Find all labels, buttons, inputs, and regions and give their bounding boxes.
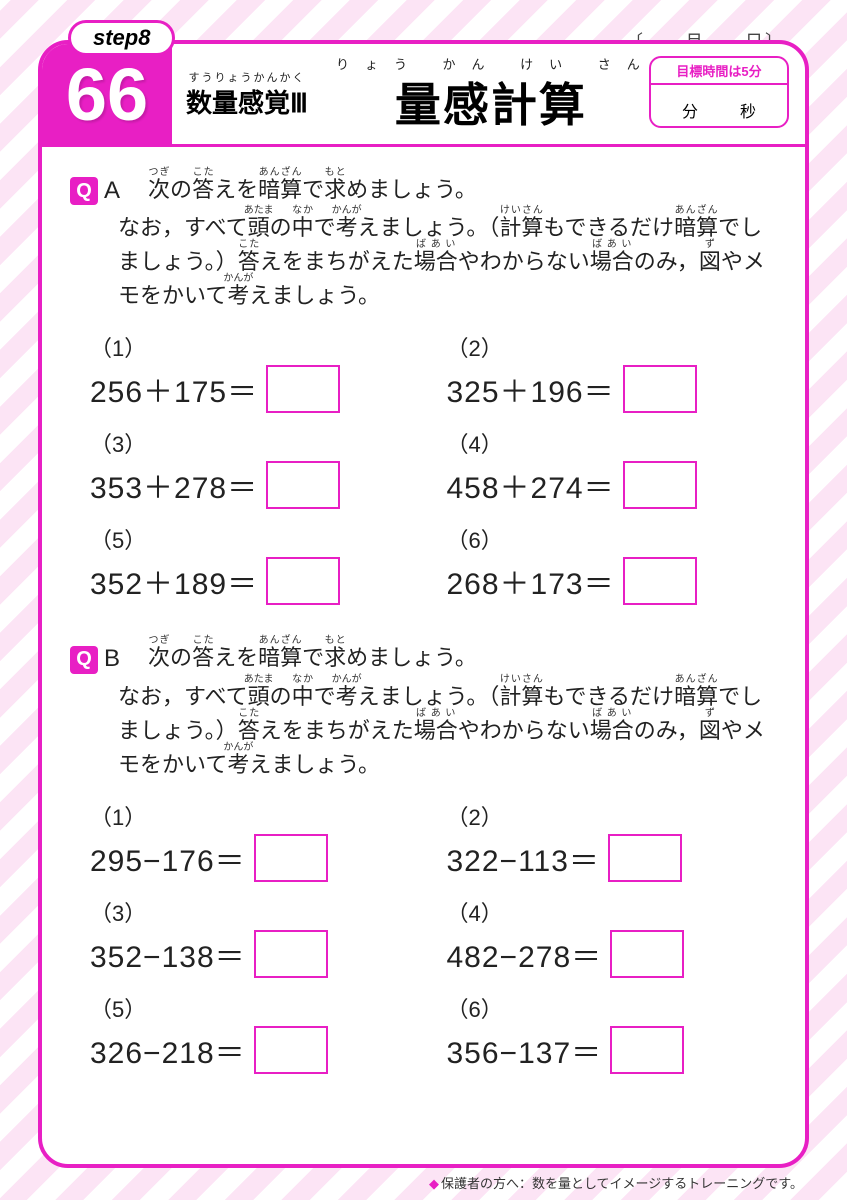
time-fill: 分 秒	[651, 85, 787, 126]
section-head: QA 次つぎの答こたえを暗算あんざんで求もとめましょう。	[70, 167, 777, 205]
problem: （1）295−176＝	[90, 800, 421, 882]
worksheet-box: 66 すうりょうかんかく 数量感覚Ⅲ りょう かん けい さん 量感計算 目標時…	[38, 40, 809, 1168]
subtitle: すうりょうかんかく 数量感覚Ⅲ	[186, 69, 308, 120]
answer-box[interactable]	[623, 557, 697, 605]
section-head: QB 次つぎの答こたえを暗算あんざんで求もとめましょう。	[70, 635, 777, 673]
problem: （3）352−138＝	[90, 896, 421, 978]
answer-box[interactable]	[254, 930, 328, 978]
problem-number: （4）	[447, 896, 778, 928]
step-tab: step8	[68, 20, 175, 56]
unit-min: 分	[682, 98, 698, 122]
problem: （3）353＋278＝	[90, 427, 421, 509]
problem: （6）268＋173＝	[447, 523, 778, 605]
problem: （1）256＋175＝	[90, 331, 421, 413]
problem-expression: 295−176＝	[90, 834, 421, 882]
problem-number: （1）	[90, 800, 421, 832]
instruction: なお，すべて頭あたまの中なかで考かんがえましょう。（計算けいさんもできるだけ暗算…	[118, 674, 777, 782]
unit-sec: 秒	[740, 98, 756, 122]
instruction: なお，すべて頭あたまの中なかで考かんがえましょう。（計算けいさんもできるだけ暗算…	[118, 205, 777, 313]
page-number: 66	[42, 44, 172, 144]
problem-number: （2）	[447, 331, 778, 363]
subtitle-main: 数量感覚Ⅲ	[186, 83, 308, 120]
answer-box[interactable]	[608, 834, 682, 882]
section-letter: B	[104, 646, 120, 673]
problem-number: （3）	[90, 896, 421, 928]
problem-expression: 353＋278＝	[90, 461, 421, 509]
problem-expression: 356−137＝	[447, 1026, 778, 1074]
problem-number: （6）	[447, 992, 778, 1024]
answer-box[interactable]	[266, 461, 340, 509]
problem-number: （3）	[90, 427, 421, 459]
section: QB 次つぎの答こたえを暗算あんざんで求もとめましょう。なお，すべて頭あたまの中…	[70, 635, 777, 1073]
problem-expression: 326−218＝	[90, 1026, 421, 1074]
instruction-line1: 次つぎの答こたえを暗算あんざんで求もとめましょう。	[126, 177, 477, 202]
answer-box[interactable]	[266, 557, 340, 605]
section: QA 次つぎの答こたえを暗算あんざんで求もとめましょう。なお，すべて頭あたまの中…	[70, 167, 777, 605]
problem: （5）326−218＝	[90, 992, 421, 1074]
answer-box[interactable]	[254, 834, 328, 882]
title-main: 量感計算	[395, 69, 587, 135]
problem-expression: 268＋173＝	[447, 557, 778, 605]
content: QA 次つぎの答こたえを暗算あんざんで求もとめましょう。なお，すべて頭あたまの中…	[42, 147, 805, 1114]
problem-number: （5）	[90, 523, 421, 555]
title: りょう かん けい さん 量感計算	[326, 54, 656, 135]
problem-expression: 458＋274＝	[447, 461, 778, 509]
time-target: 目標時間は5分	[651, 58, 787, 85]
problem-expression: 352＋189＝	[90, 557, 421, 605]
problem-expression: 256＋175＝	[90, 365, 421, 413]
problem: （2）325＋196＝	[447, 331, 778, 413]
problem-number: （5）	[90, 992, 421, 1024]
problem-number: （4）	[447, 427, 778, 459]
header: 66 すうりょうかんかく 数量感覚Ⅲ りょう かん けい さん 量感計算 目標時…	[42, 44, 805, 144]
problem: （4）482−278＝	[447, 896, 778, 978]
instruction-line1: 次つぎの答こたえを暗算あんざんで求もとめましょう。	[126, 645, 477, 670]
problem-expression: 482−278＝	[447, 930, 778, 978]
answer-box[interactable]	[254, 1026, 328, 1074]
time-box: 目標時間は5分 分 秒	[649, 56, 789, 128]
problem: （2）322−113＝	[447, 800, 778, 882]
problem: （4）458＋274＝	[447, 427, 778, 509]
problem-expression: 352−138＝	[90, 930, 421, 978]
problem-expression: 325＋196＝	[447, 365, 778, 413]
answer-box[interactable]	[266, 365, 340, 413]
answer-box[interactable]	[610, 930, 684, 978]
section-letter: A	[104, 177, 120, 204]
answer-box[interactable]	[623, 365, 697, 413]
answer-box[interactable]	[623, 461, 697, 509]
problem-number: （6）	[447, 523, 778, 555]
problem-grid: （1）256＋175＝ （2）325＋196＝ （3）353＋278＝ （4）458＋…	[90, 331, 777, 605]
problem-expression: 322−113＝	[447, 834, 778, 882]
problem-number: （1）	[90, 331, 421, 363]
footer-note: 保護者の方へ：数を量としてイメージするトレーニングです。	[429, 1173, 803, 1192]
problem: （6）356−137＝	[447, 992, 778, 1074]
q-badge: Q	[70, 177, 98, 205]
problem-grid: （1）295−176＝ （2）322−113＝ （3）352−138＝ （4）482−…	[90, 800, 777, 1074]
q-badge: Q	[70, 646, 98, 674]
problem-number: （2）	[447, 800, 778, 832]
problem: （5）352＋189＝	[90, 523, 421, 605]
answer-box[interactable]	[610, 1026, 684, 1074]
